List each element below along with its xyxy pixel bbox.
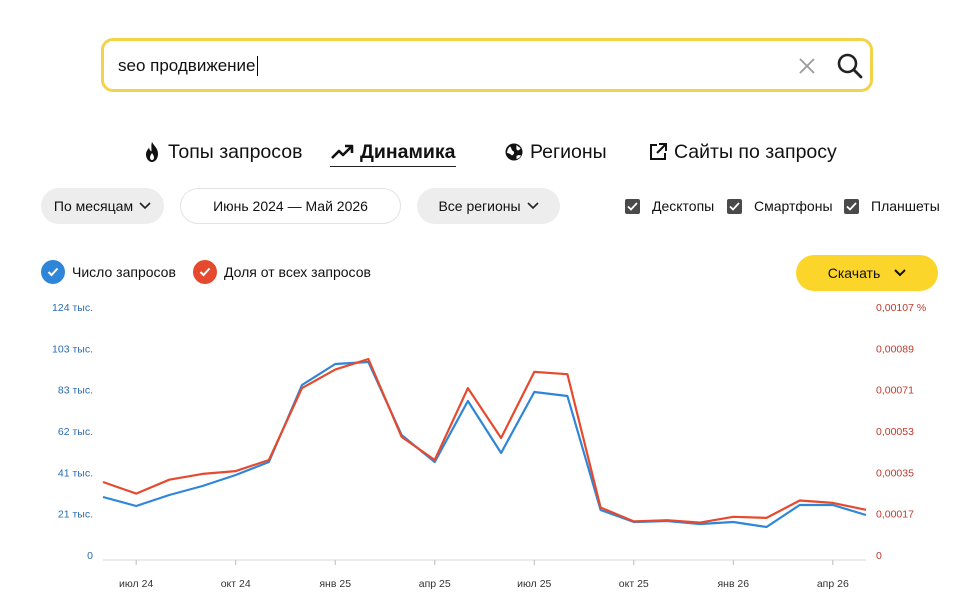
checkbox-desktops-label: Десктопы — [652, 198, 715, 214]
region-select[interactable]: Все регионы — [417, 188, 560, 224]
y-tick-right: 0,00053 — [876, 426, 914, 438]
download-button-label: Скачать — [827, 265, 881, 281]
fire-icon — [146, 142, 158, 162]
x-tick-label: июл 25 — [517, 578, 551, 590]
legend-toggle-share[interactable]: Доля от всех запросов — [193, 260, 371, 284]
series-line-share — [102, 357, 867, 524]
tab-regions-label: Регионы — [530, 140, 607, 163]
download-button[interactable]: Скачать — [796, 255, 938, 291]
chevron-down-icon — [139, 202, 151, 210]
tab-top-queries-label: Топы запросов — [168, 140, 303, 163]
x-tick-label: янв 26 — [717, 578, 749, 590]
y-tick-right: 0,00089 — [876, 343, 914, 355]
search-icon[interactable] — [836, 52, 864, 80]
period-select-value: По месяцам — [53, 198, 134, 214]
x-tick-label: апр 25 — [419, 578, 451, 590]
tab-sites[interactable]: Сайты по запросу — [648, 138, 837, 166]
checkbox-tablets[interactable]: Планшеты — [844, 196, 940, 216]
checkbox-tablets-label: Планшеты — [871, 198, 940, 214]
checkbox-smartphones-label: Смартфоны — [754, 198, 833, 214]
y-tick-left: 83 тыс. — [58, 385, 93, 397]
dynamics-chart: 0 21 тыс. 41 тыс. 62 тыс. 83 тыс. 103 тыс. 124… — [52, 302, 926, 590]
clear-icon[interactable] — [796, 55, 818, 77]
x-tick-label: окт 25 — [619, 578, 649, 590]
checkbox-checked-icon — [727, 198, 742, 214]
tab-bar: Топы запросов Динамика Регионы Сайты по … — [0, 138, 960, 168]
y-tick-right: 0,00107 % — [876, 302, 926, 314]
x-tick-label: июл 24 — [119, 578, 153, 590]
tab-regions[interactable]: Регионы — [504, 138, 607, 166]
external-link-icon — [650, 143, 667, 160]
y-tick-left: 0 — [87, 550, 93, 562]
checkbox-smartphones[interactable]: Смартфоны — [727, 196, 833, 216]
y-tick-left: 62 тыс. — [58, 426, 93, 438]
globe-icon — [505, 143, 523, 161]
tab-dynamics-label: Динамика — [360, 140, 456, 163]
checkbox-checked-icon — [844, 198, 859, 214]
x-tick-label: янв 25 — [319, 578, 351, 590]
y-tick-left: 103 тыс. — [52, 343, 93, 355]
tab-dynamics[interactable]: Динамика — [330, 138, 456, 167]
x-tick-label: апр 26 — [817, 578, 849, 590]
legend-label-share: Доля от всех запросов — [224, 264, 371, 280]
y-tick-right: 0,00035 — [876, 467, 914, 479]
search-input[interactable]: seo продвижение — [118, 56, 258, 76]
checkbox-desktops[interactable]: Десктопы — [625, 196, 714, 216]
x-tick-label: окт 24 — [221, 578, 251, 590]
chevron-down-icon — [526, 202, 539, 210]
y-tick-right: 0,00071 — [876, 385, 914, 397]
tab-top-queries[interactable]: Топы запросов — [142, 138, 302, 166]
period-select[interactable]: По месяцам — [41, 188, 164, 224]
checkbox-checked-icon — [625, 198, 640, 214]
tab-sites-label: Сайты по запросу — [674, 140, 837, 163]
y-tick-left: 21 тыс. — [58, 509, 93, 521]
date-range-picker[interactable]: Июнь 2024 — Май 2026 — [180, 188, 401, 224]
search-bar: seo продвижение — [101, 38, 873, 92]
y-tick-right: 0,00017 — [876, 509, 914, 521]
legend-label-query-count: Число запросов — [72, 264, 176, 280]
date-range-value: Июнь 2024 — Май 2026 — [213, 198, 368, 214]
trend-up-icon — [331, 144, 354, 159]
y-tick-left: 41 тыс. — [58, 467, 93, 479]
legend-toggle-query-count[interactable]: Число запросов — [41, 260, 176, 284]
y-tick-left: 124 тыс. — [52, 302, 93, 314]
chevron-down-icon — [894, 269, 906, 277]
series-line-query-count — [102, 360, 867, 529]
check-circle-icon — [41, 260, 65, 284]
y-tick-right: 0 — [876, 550, 882, 562]
check-circle-icon — [193, 260, 217, 284]
region-select-value: Все регионы — [438, 198, 521, 214]
